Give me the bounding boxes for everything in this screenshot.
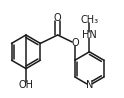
Text: CH₃: CH₃ [80,15,98,25]
Text: HN: HN [82,30,97,40]
Text: OH: OH [18,80,33,90]
Text: O: O [71,38,79,48]
Text: O: O [54,13,62,23]
Text: N: N [86,80,93,90]
